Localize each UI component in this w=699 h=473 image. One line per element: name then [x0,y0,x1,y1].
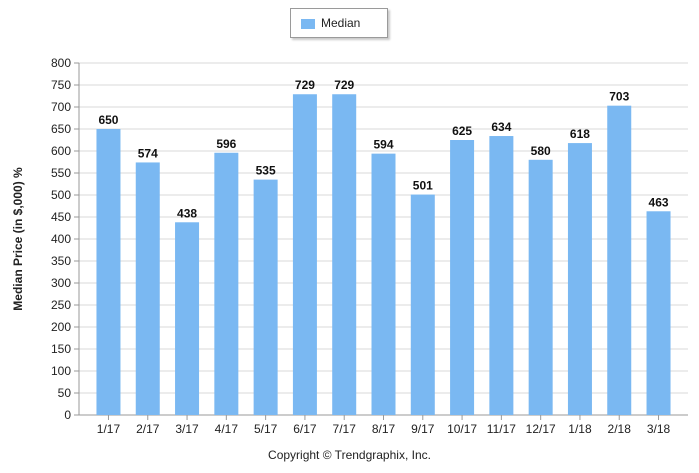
data-label: 594 [373,138,393,152]
data-label: 501 [413,179,433,193]
bar [332,94,357,416]
y-tick-label: 450 [51,210,71,224]
data-label: 438 [177,206,197,220]
x-tick-label: 11/17 [487,422,516,436]
data-label: 729 [295,78,315,92]
bar [96,129,121,415]
data-label: 580 [531,144,551,158]
y-tick-label: 650 [51,122,71,136]
data-label: 596 [216,137,236,151]
y-tick-label: 700 [51,100,71,114]
data-label: 634 [491,120,511,134]
y-tick-label: 350 [51,254,71,268]
bar [567,143,592,415]
x-tick-label: 8/17 [372,422,396,436]
data-label: 650 [98,113,118,127]
data-label: 625 [452,124,472,138]
y-tick-label: 550 [51,166,71,180]
bar [450,140,475,415]
bar [253,179,278,415]
data-label: 574 [138,146,158,160]
bar [135,162,160,415]
bar [214,152,239,415]
bar [489,136,514,416]
bar [410,194,435,415]
y-tick-label: 100 [51,364,71,378]
y-tick-label: 250 [51,298,71,312]
y-tick-label: 150 [51,342,71,356]
bar [175,222,200,415]
copyright-footer: Copyright © Trendgraphix, Inc. [268,448,431,462]
x-tick-label: 7/17 [333,422,357,436]
data-label: 729 [334,78,354,92]
x-tick-label: 1/18 [568,422,592,436]
y-axis-label: Median Price (in $,000) % [11,167,25,311]
chart-legend: Median [290,8,388,38]
x-tick-label: 1/17 [97,422,121,436]
y-tick-label: 200 [51,320,71,334]
data-label: 618 [570,127,590,141]
bar [371,153,396,415]
data-label: 463 [649,195,669,209]
x-tick-label: 2/17 [136,422,160,436]
data-label: 703 [609,90,629,104]
x-tick-label: 2/18 [608,422,632,436]
x-tick-label: 6/17 [293,422,317,436]
bar [292,94,317,416]
y-tick-label: 500 [51,188,71,202]
bar [528,159,553,415]
bar [607,105,632,416]
y-tick-label: 400 [51,232,71,246]
y-tick-label: 600 [51,144,71,158]
y-tick-label: 300 [51,276,71,290]
legend-label: Median [321,16,361,30]
data-label: 535 [256,164,276,178]
x-tick-label: 3/17 [175,422,199,436]
y-tick-label: 750 [51,78,71,92]
y-tick-label: 50 [58,386,72,400]
legend-swatch [301,19,315,29]
y-tick-label: 0 [64,408,71,422]
x-tick-label: 5/17 [254,422,278,436]
x-tick-label: 12/17 [526,422,556,436]
x-tick-label: 9/17 [411,422,435,436]
y-tick-label: 800 [51,56,71,70]
bar [646,211,671,415]
x-tick-label: 4/17 [215,422,239,436]
x-tick-label: 10/17 [447,422,477,436]
x-tick-label: 3/18 [647,422,671,436]
